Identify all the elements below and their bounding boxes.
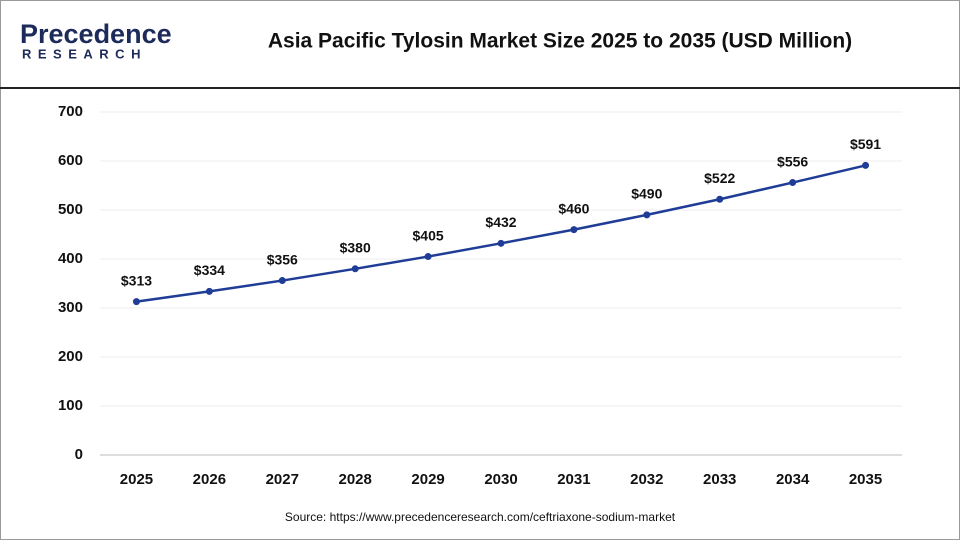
- y-tick-label: 0: [75, 446, 83, 463]
- value-label: $490: [631, 186, 662, 202]
- y-tick-label: 300: [58, 299, 83, 316]
- marker: [789, 179, 797, 187]
- x-tick-label: 2028: [338, 471, 371, 488]
- value-label: $334: [194, 262, 225, 278]
- x-tick-label: 2035: [849, 471, 882, 488]
- source-note: Source: https://www.precedenceresearch.c…: [285, 510, 676, 524]
- marker: [497, 239, 505, 247]
- value-label: $405: [413, 227, 444, 243]
- x-tick-label: 2032: [630, 471, 663, 488]
- x-tick-label: 2025: [120, 471, 153, 488]
- marker: [643, 211, 651, 219]
- marker: [278, 277, 286, 285]
- value-label: $432: [485, 214, 516, 230]
- marker: [351, 265, 359, 273]
- value-label: $356: [267, 251, 298, 267]
- marker: [862, 161, 870, 169]
- x-tick-label: 2027: [266, 471, 299, 488]
- y-tick-label: 200: [58, 348, 83, 365]
- x-tick-label: 2030: [484, 471, 517, 488]
- value-label: $591: [850, 136, 881, 152]
- value-label: $522: [704, 170, 735, 186]
- x-tick-label: 2026: [193, 471, 226, 488]
- x-tick-label: 2031: [557, 471, 590, 488]
- marker: [716, 195, 724, 203]
- y-tick-label: 600: [58, 152, 83, 169]
- marker: [132, 298, 140, 306]
- y-tick-label: 100: [58, 397, 83, 414]
- value-label: $380: [340, 240, 371, 256]
- marker: [205, 287, 213, 295]
- chart-title: Asia Pacific Tylosin Market Size 2025 to…: [268, 30, 852, 53]
- y-tick-label: 700: [58, 103, 83, 120]
- marker: [570, 226, 578, 234]
- logo-name: Precedence: [20, 19, 172, 49]
- value-label: $460: [558, 200, 589, 216]
- x-tick-label: 2034: [776, 471, 810, 488]
- logo-tagline: RESEARCH: [22, 46, 147, 61]
- x-tick-label: 2029: [411, 471, 444, 488]
- y-tick-label: 500: [58, 201, 83, 218]
- value-label: $556: [777, 153, 808, 169]
- x-tick-label: 2033: [703, 471, 736, 488]
- value-label: $313: [121, 272, 152, 288]
- y-tick-label: 400: [58, 250, 83, 267]
- marker: [424, 253, 432, 261]
